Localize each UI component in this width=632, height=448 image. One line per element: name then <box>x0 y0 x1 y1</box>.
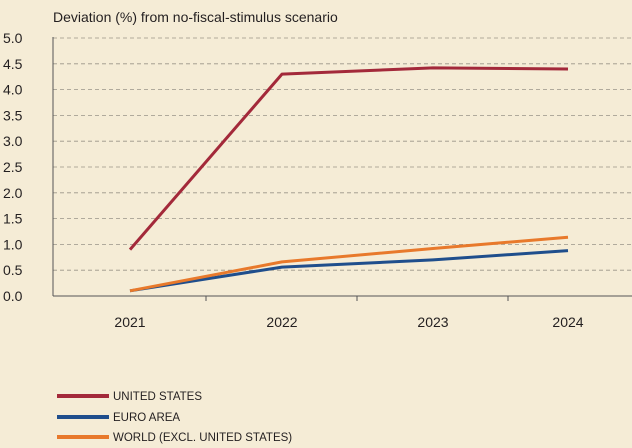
y-tick-label: 4.0 <box>3 82 23 98</box>
series-line-0 <box>128 66 569 251</box>
legend-label: UNITED STATES <box>113 391 202 403</box>
y-tick-label: 1.5 <box>3 211 23 227</box>
series-line-1 <box>129 249 569 293</box>
y-tick-label: 5.0 <box>3 30 23 46</box>
y-tick-label: 0.5 <box>3 262 23 278</box>
x-tick-label: 2023 <box>417 314 448 330</box>
series-lines <box>128 66 569 293</box>
y-tick-label: 2.0 <box>3 185 23 201</box>
x-tick-label: 2024 <box>552 314 583 330</box>
legend-label: WORLD (EXCL. UNITED STATES) <box>113 432 292 444</box>
legend-label: EURO AREA <box>113 412 180 424</box>
x-tick-label: 2022 <box>266 314 297 330</box>
y-tick-label: 3.0 <box>3 133 23 149</box>
y-axis-label: Deviation (%) from no-fiscal-stimulus sc… <box>53 9 338 25</box>
y-tick-label: 2.5 <box>3 159 23 175</box>
gridlines <box>53 37 632 271</box>
x-tick-label: 2021 <box>114 314 145 330</box>
y-tick-label: 0.0 <box>3 288 23 304</box>
y-tick-label: 4.5 <box>3 56 23 72</box>
legend: UNITED STATES EURO AREA WORLD (EXCL. UNITE… <box>57 391 292 444</box>
series-line-2 <box>129 235 569 293</box>
y-tick-label: 1.0 <box>3 236 23 252</box>
axes: 0.0 0.5 1.0 1.5 2.0 2.5 3.0 3.5 4.0 4.5 5.0 2021 202… <box>3 30 632 330</box>
y-tick-label: 3.5 <box>3 107 23 123</box>
